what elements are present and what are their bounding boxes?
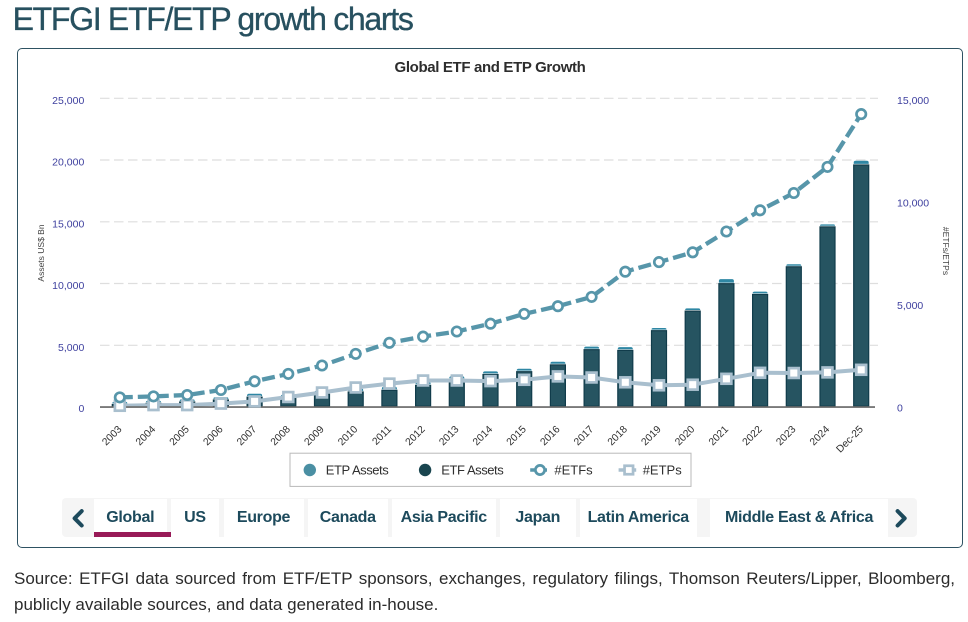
svg-text:20,000: 20,000 bbox=[52, 156, 84, 168]
svg-text:#ETFs/ETPs: #ETFs/ETPs bbox=[941, 227, 951, 275]
svg-text:0: 0 bbox=[78, 403, 84, 415]
svg-text:2006: 2006 bbox=[202, 424, 226, 448]
svg-text:5,000: 5,000 bbox=[58, 342, 84, 354]
svg-text:2017: 2017 bbox=[572, 424, 596, 448]
svg-text:2010: 2010 bbox=[336, 424, 360, 448]
svg-text:2005: 2005 bbox=[168, 424, 192, 448]
svg-text:#ETFs: #ETFs bbox=[554, 462, 593, 477]
svg-text:2019: 2019 bbox=[640, 424, 664, 448]
svg-text:0: 0 bbox=[897, 403, 903, 415]
svg-text:2013: 2013 bbox=[437, 424, 461, 448]
svg-text:2012: 2012 bbox=[404, 424, 428, 448]
svg-text:2016: 2016 bbox=[539, 424, 563, 448]
svg-text:2023: 2023 bbox=[774, 424, 798, 448]
svg-text:2022: 2022 bbox=[741, 424, 765, 448]
svg-text:5,000: 5,000 bbox=[897, 300, 923, 312]
svg-text:2015: 2015 bbox=[505, 424, 529, 448]
svg-text:2011: 2011 bbox=[371, 424, 395, 448]
svg-text:ETP Assets: ETP Assets bbox=[326, 462, 389, 477]
svg-text:25,000: 25,000 bbox=[52, 95, 84, 107]
svg-text:2018: 2018 bbox=[606, 424, 630, 448]
svg-text:2007: 2007 bbox=[235, 424, 259, 448]
svg-text:2021: 2021 bbox=[707, 424, 731, 448]
svg-text:Global ETF and ETP Growth: Global ETF and ETP Growth bbox=[395, 59, 586, 76]
svg-text:15,000: 15,000 bbox=[897, 95, 929, 107]
svg-text:15,000: 15,000 bbox=[52, 218, 84, 230]
svg-text:10,000: 10,000 bbox=[52, 280, 84, 292]
svg-text:Assets US$ Bn: Assets US$ Bn bbox=[36, 224, 46, 281]
svg-text:2004: 2004 bbox=[134, 424, 158, 448]
svg-text:2024: 2024 bbox=[808, 424, 832, 448]
svg-text:#ETPs: #ETPs bbox=[643, 462, 683, 477]
svg-text:10,000: 10,000 bbox=[897, 198, 929, 210]
svg-text:2014: 2014 bbox=[471, 424, 495, 448]
svg-text:2009: 2009 bbox=[303, 424, 327, 448]
svg-text:2008: 2008 bbox=[269, 424, 293, 448]
svg-text:Dec-25: Dec-25 bbox=[835, 424, 866, 455]
svg-text:2020: 2020 bbox=[673, 424, 697, 448]
svg-text:2003: 2003 bbox=[100, 424, 124, 448]
svg-text:ETF Assets: ETF Assets bbox=[441, 462, 504, 477]
